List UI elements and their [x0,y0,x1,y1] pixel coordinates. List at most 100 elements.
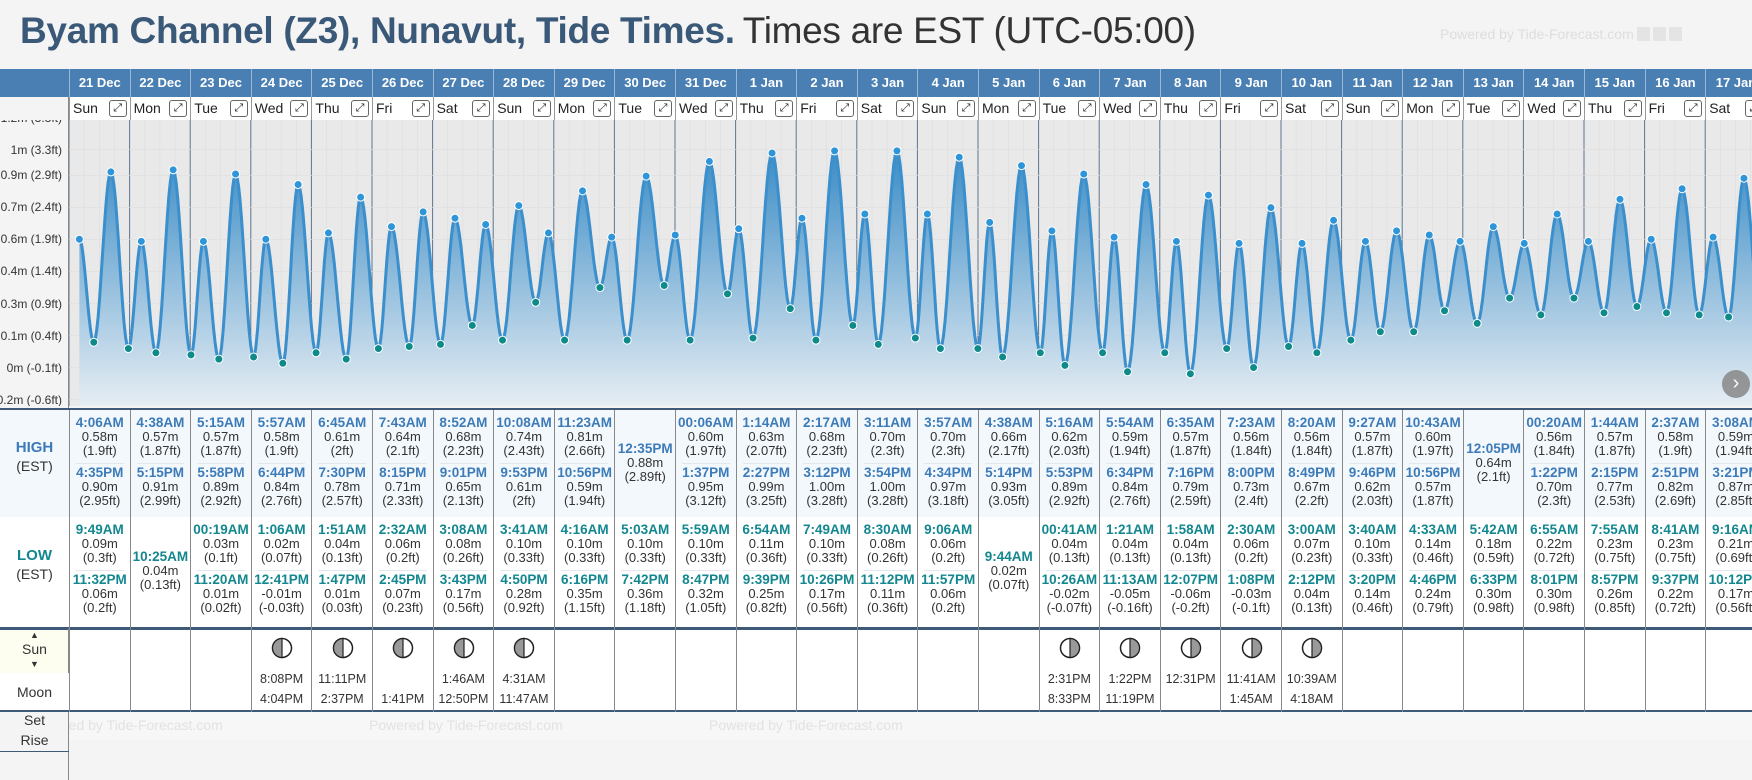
expand-day-icon[interactable]: ⤢ [1017,100,1036,117]
divider [379,570,427,571]
y-tick-label: 0m (-0.1ft) [6,360,62,375]
high-tz-label: (EST) [16,458,53,474]
expand-day-icon[interactable]: ⤢ [896,100,915,117]
expand-day-icon[interactable]: ⤢ [472,100,491,117]
expand-day-icon[interactable]: ⤢ [775,100,794,117]
high-tide-entry: 4:38AM 0.57m (1.87ft) [131,416,191,458]
low-tide-entry: 12:07PM -0.06m (-0.2ft) [1161,573,1221,615]
low-tide-height-m: 0.02m [263,536,300,551]
moon-time-1: 2:31PM [1047,672,1091,686]
high-tide-point [481,220,491,230]
low-tide-point [89,337,99,347]
high-tide-entry: 8:20AM 0.56m (1.84ft) [1282,416,1342,458]
expand-day-icon[interactable]: ⤢ [1199,100,1218,117]
high-tide-time: 9:27AM [1348,415,1397,430]
expand-day-icon[interactable]: ⤢ [1381,100,1400,117]
high-tide-point [1171,236,1181,246]
low-tide-height-ft: (0.46ft) [1351,600,1393,615]
weekday-label: Thu [315,100,340,116]
moon-time-1: 1:46AM [441,672,485,686]
low-tide-cell: 1:51AM 0.04m (0.13ft) 1:47PM 0.01m (0.03ft) [311,517,372,627]
low-tide-height-m: -0.06m [1170,586,1211,601]
low-tide-point [873,339,883,349]
high-tide-time: 2:27PM [742,465,791,480]
divider [500,570,548,571]
high-tide-point [1646,234,1656,244]
moon-cell [1462,627,1524,712]
low-tide-time: 6:54AM [742,522,791,537]
expand-day-icon[interactable]: ⤢ [1623,100,1642,117]
expand-day-icon[interactable]: ⤢ [1684,100,1703,117]
high-tide-entry: 8:49PM 0.67m (2.2ft) [1282,466,1342,508]
expand-day-icon[interactable]: ⤢ [1502,100,1521,117]
next-arrow-button[interactable]: › [1722,370,1750,398]
low-tide-time: 5:59AM [681,522,730,537]
low-tide-cell: 3:41AM 0.10m (0.33ft) 4:50PM 0.28m (0.92ft) [493,517,554,627]
expand-day-icon[interactable]: ⤢ [593,100,612,117]
expand-day-icon[interactable]: ⤢ [714,100,733,117]
low-tide-entry: 6:54AM 0.11m (0.36ft) [737,523,797,565]
expand-day-icon[interactable]: ⤢ [1562,100,1581,117]
expand-day-icon[interactable]: ⤢ [532,100,551,117]
weekday-cell: Fri ⤢ [372,97,433,120]
high-tide-height-m: 0.57m [1354,429,1391,444]
low-tide-height-ft: (-0.03ft) [258,600,305,615]
high-tide-cell: 8:20AM 0.56m (1.84ft) 8:49PM 0.67m (2.2ft) [1281,410,1342,517]
high-tide-entry: 2:51PM 0.82m (2.69ft) [1646,466,1706,508]
weekday-cell: Tue ⤢ [614,97,675,120]
expand-day-icon[interactable]: ⤢ [1744,100,1752,117]
divider [439,570,488,571]
low-tide-height-ft: (0.33ft) [624,550,666,565]
high-tide-height-m: 0.89m [202,479,240,494]
low-tide-height-m: 0.04m [1172,536,1209,551]
expand-day-icon[interactable]: ⤢ [1078,100,1097,117]
expand-day-icon[interactable]: ⤢ [653,100,672,117]
low-tide-entry: 6:33PM 0.30m (0.98ft) [1464,573,1524,615]
expand-day-icon[interactable]: ⤢ [350,100,369,117]
low-tide-point [1472,318,1482,328]
high-tide-height-ft: (1.94ft) [1715,443,1752,458]
powered-by-watermark: Powered by Tide-Forecast.com [709,717,903,733]
low-tide-entry: 2:30AM 0.06m (0.2ft) [1221,523,1281,565]
low-tide-entry: 4:33AM 0.14m (0.46ft) [1403,523,1463,565]
moon-cell [69,627,130,712]
moon-time-1: 10:39AM [1286,672,1337,686]
weekday-label: Mon [982,100,1010,116]
expand-day-icon[interactable]: ⤢ [1441,100,1460,117]
expand-day-icon[interactable]: ⤢ [108,100,127,117]
high-tide-height-ft: (2.66ft) [564,443,606,458]
expand-day-icon[interactable]: ⤢ [1259,100,1278,117]
divider [560,463,609,464]
location-title: Byam Channel (Z3), Nunavut, Tide Times. [20,10,735,51]
expand-day-icon[interactable]: ⤢ [229,100,248,117]
high-tide-height-ft: (2.23ft) [806,443,848,458]
low-tide-point [973,344,983,354]
date-header: 30 Dec [614,69,675,97]
high-tide-point [356,192,366,202]
expand-day-icon[interactable]: ⤢ [956,100,975,117]
low-tide-height-ft: (0.13ft) [1048,550,1090,565]
high-tide-height-m: 0.84m [263,479,300,494]
low-tide-point [1724,312,1734,322]
moon-time-2: 12:50PM [438,692,489,706]
divider [1712,570,1752,571]
expand-day-icon[interactable]: ⤢ [1138,100,1157,117]
expand-day-icon[interactable]: ⤢ [411,100,430,117]
expand-day-icon[interactable]: ⤢ [290,100,309,117]
low-tide-time: 3:43PM [439,572,488,587]
low-tide-height-m: 0.01m [324,586,361,601]
y-tick-label: 0.1m (0.4ft) [0,328,62,343]
high-tide-height-ft: (1.84ft) [1230,443,1272,458]
expand-day-icon[interactable]: ⤢ [169,100,188,117]
expand-day-icon[interactable]: ⤢ [835,100,854,117]
high-tide-height-m: 0.61m [505,479,543,494]
moon-phase-icon [332,637,353,659]
expand-day-icon[interactable]: ⤢ [1320,100,1339,117]
low-tide-time: 00:19AM [193,522,249,537]
low-tide-entry: 7:49AM 0.10m (0.33ft) [797,523,857,565]
high-tide-point [261,234,271,244]
weekday-label: Tue [1466,100,1491,116]
high-tide-time: 7:30PM [318,465,366,480]
date-header: 21 Dec [69,69,130,97]
